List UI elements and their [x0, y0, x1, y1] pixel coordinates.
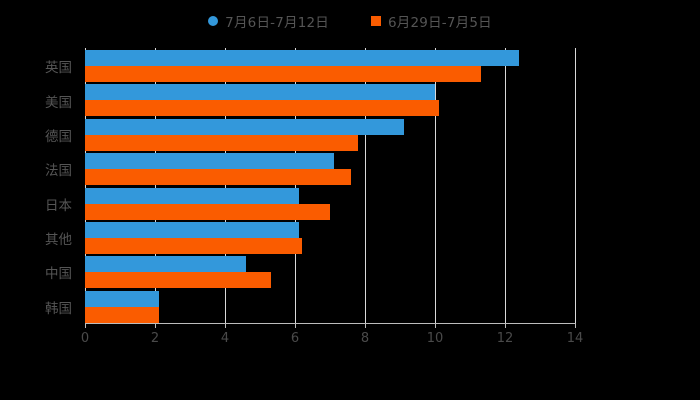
category-label: 日本: [45, 197, 72, 214]
legend-item[interactable]: 7月6日-7月12日: [208, 11, 329, 31]
category-label: 其他: [45, 232, 72, 249]
x-tick-mark: [435, 323, 436, 328]
x-tick-mark: [365, 323, 366, 328]
gridline: [435, 48, 436, 323]
x-tick-mark: [575, 323, 576, 328]
category-label: 中国: [45, 266, 72, 283]
category-label: 美国: [45, 94, 72, 111]
x-tick-label: 12: [496, 331, 514, 346]
gridline: [225, 48, 226, 323]
x-tick-label: 2: [150, 331, 160, 346]
gridline: [155, 48, 156, 323]
bar[interactable]: [85, 203, 330, 220]
x-tick-label: 0: [80, 331, 90, 346]
bar[interactable]: [85, 306, 159, 323]
x-tick-label: 4: [220, 331, 230, 346]
bar[interactable]: [85, 153, 334, 170]
bar[interactable]: [85, 169, 351, 186]
legend-label: 6月29日-7月5日: [388, 15, 492, 31]
x-tick-label: 8: [360, 331, 370, 346]
gridline: [505, 48, 506, 323]
bar[interactable]: [85, 221, 299, 238]
bar[interactable]: [85, 100, 439, 117]
bar[interactable]: [85, 118, 404, 135]
x-tick-label: 14: [566, 331, 584, 346]
plot-area: [85, 48, 576, 323]
legend-marker-square-icon: [371, 16, 381, 26]
category-label: 英国: [45, 60, 72, 77]
x-tick-mark: [295, 323, 296, 328]
x-tick-mark: [505, 323, 506, 328]
bar[interactable]: [85, 290, 159, 307]
x-tick-mark: [225, 323, 226, 328]
gridline: [365, 48, 366, 323]
x-tick-mark: [155, 323, 156, 328]
chart-legend: 7月6日-7月12日 6月29日-7月5日: [0, 8, 700, 34]
bar[interactable]: [85, 256, 246, 273]
category-label: 德国: [45, 128, 72, 145]
bar[interactable]: [85, 187, 299, 204]
bar[interactable]: [85, 272, 271, 289]
x-axis-line: [85, 323, 576, 324]
bar[interactable]: [85, 84, 435, 101]
category-label: 韩国: [45, 300, 72, 317]
x-tick-label: 10: [426, 331, 444, 346]
x-tick-label: 6: [290, 331, 300, 346]
gridline: [295, 48, 296, 323]
category-label: 法国: [45, 163, 72, 180]
x-tick-mark: [85, 323, 86, 328]
legend-item[interactable]: 6月29日-7月5日: [371, 11, 492, 31]
bar[interactable]: [85, 50, 519, 66]
bar[interactable]: [85, 66, 481, 82]
bar[interactable]: [85, 237, 302, 254]
gridline: [575, 48, 576, 323]
legend-marker-circle-icon: [208, 16, 219, 26]
bar[interactable]: [85, 134, 358, 151]
legend-label: 7月6日-7月12日: [225, 15, 329, 31]
gridline: [85, 48, 86, 323]
